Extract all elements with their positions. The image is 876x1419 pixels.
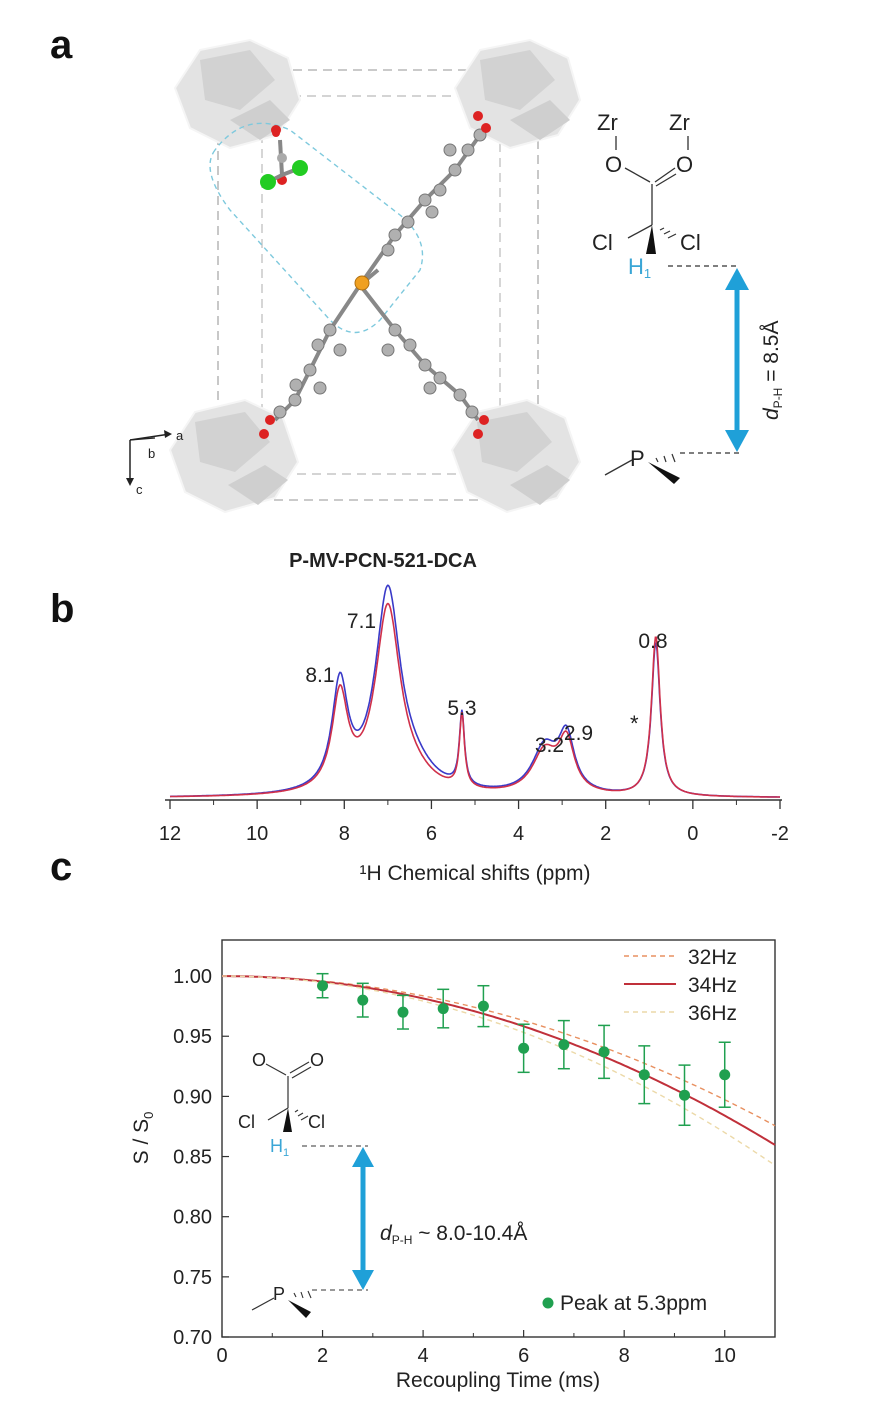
axis-label-b: b (148, 446, 155, 461)
h1-label: H1 (628, 254, 651, 281)
peak-label: 5.3 (447, 697, 476, 720)
x-tick-label: 2 (600, 823, 611, 845)
spectrum-line-1 (170, 584, 780, 798)
x-tick-label: -2 (771, 823, 789, 845)
peak-label: 0.8 (638, 630, 667, 653)
data-point (317, 980, 329, 992)
x-tick-label: 4 (513, 823, 524, 845)
legend-label: 32Hz (688, 946, 737, 969)
dca-structure-diagram-c: O O Cl Cl H1 P dP-H ~ 8.0-10.4Å (238, 1050, 527, 1318)
redor-decay-chart: 0 2 4 6 8 10 0.70 0.75 0.80 0.85 0.90 0.95 1.00 Recou… (130, 939, 776, 1392)
dca-molecule (260, 129, 308, 190)
y-tick-label: 0.75 (173, 1267, 212, 1289)
ligand-bonds (273, 133, 482, 422)
spectrum-line-2 (169, 602, 781, 798)
crystal-axes-indicator: a b c (126, 428, 184, 497)
x-tick-label: 12 (159, 823, 181, 845)
y-tick-label: 1.00 (173, 966, 212, 988)
p-label-c: P (273, 1284, 285, 1304)
zr-label-left: Zr (597, 110, 618, 135)
plot-frame (221, 939, 776, 1338)
y-tick-label: 0.70 (173, 1327, 212, 1349)
distance-label-a: dP-H = 8.5Å (760, 321, 785, 421)
x-tick-label: 6 (518, 1345, 529, 1367)
data-point (638, 1069, 650, 1081)
o-label-right-c: O (310, 1050, 324, 1070)
x-tick-label: 10 (714, 1345, 736, 1367)
y-tick-label: 0.95 (173, 1026, 212, 1048)
fit-curve-36Hz (222, 975, 776, 1166)
zr-cluster-top-right (453, 38, 582, 150)
x-tick-label: 0 (687, 823, 698, 845)
x-tick-label: 4 (418, 1345, 429, 1367)
y-tick-label: 0.90 (173, 1086, 212, 1108)
data-point (357, 994, 369, 1006)
data-point (477, 1000, 489, 1012)
phosphorus-atom (354, 275, 370, 291)
cl-label-left-c: Cl (238, 1112, 255, 1132)
zr-cluster-bottom-right (450, 398, 582, 514)
o-label-right: O (676, 152, 693, 177)
panel-c-letter: c (50, 845, 72, 889)
peak-label: 2.9 (564, 722, 593, 745)
cl-label-right-c: Cl (308, 1112, 325, 1132)
x-axis-title: ¹H Chemical shifts (ppm) (359, 862, 590, 885)
data-point (558, 1039, 570, 1051)
panel-a-letter: a (50, 23, 73, 67)
data-point (397, 1006, 409, 1018)
structure-caption: P-MV-PCN-521-DCA (289, 550, 477, 572)
x-tick-label: 10 (246, 823, 268, 845)
nmr-spectrum-chart: 12 10 8 6 4 2 0 -2 ¹H Chemical shifts (ppm) 8.1 7.… (159, 584, 789, 885)
data-point (719, 1069, 731, 1081)
x-tick-label: 8 (619, 1345, 630, 1367)
cl-label-left: Cl (592, 230, 613, 255)
cl-label-right: Cl (680, 230, 701, 255)
asterisk-marker: * (630, 711, 639, 736)
ligand-atoms (273, 128, 487, 419)
data-point (518, 1042, 530, 1054)
x-tick-label: 2 (317, 1345, 328, 1367)
p-label: P (630, 446, 645, 471)
legend-marker (542, 1297, 554, 1309)
h1-label-c: H1 (270, 1136, 289, 1159)
oxygen-atoms (259, 111, 491, 439)
legend-label: 36Hz (688, 1002, 737, 1025)
peak-label: 8.1 (305, 664, 334, 687)
legend-label: Peak at 5.3ppm (560, 1292, 707, 1315)
y-axis-title: S / S0 (130, 1112, 156, 1165)
peak-label: 3.2 (535, 734, 564, 757)
o-label-left: O (605, 152, 622, 177)
x-tick-label: 6 (426, 823, 437, 845)
data-point (598, 1046, 610, 1058)
data-point (437, 1003, 449, 1015)
legend-label: 34Hz (688, 974, 737, 997)
peak-label: 7.1 (347, 610, 376, 633)
crystal-structure-illustration: a b c (126, 38, 582, 514)
y-tick-label: 0.85 (173, 1147, 212, 1169)
y-tick-label: 0.80 (173, 1207, 212, 1229)
panel-b-letter: b (50, 587, 74, 631)
unit-cell-inner (261, 95, 501, 475)
data-point (679, 1089, 691, 1101)
dca-structure-diagram-a: Zr Zr O O Cl Cl H1 P dP-H = 8.5Å (592, 110, 785, 484)
axis-label-a: a (176, 428, 184, 443)
x-tick-label: 0 (216, 1345, 227, 1367)
zr-label-right: Zr (669, 110, 690, 135)
o-label-left-c: O (252, 1050, 266, 1070)
zr-cluster-bottom-left (168, 398, 300, 514)
axis-label-c: c (136, 482, 143, 497)
distance-label-c: dP-H ~ 8.0-10.4Å (380, 1222, 527, 1247)
fit-curve-32Hz (222, 975, 776, 1127)
pocket-outline (209, 122, 424, 334)
x-axis-title: Recoupling Time (ms) (396, 1369, 600, 1392)
zr-cluster-top-left (173, 38, 302, 150)
x-tick-label: 8 (339, 823, 350, 845)
